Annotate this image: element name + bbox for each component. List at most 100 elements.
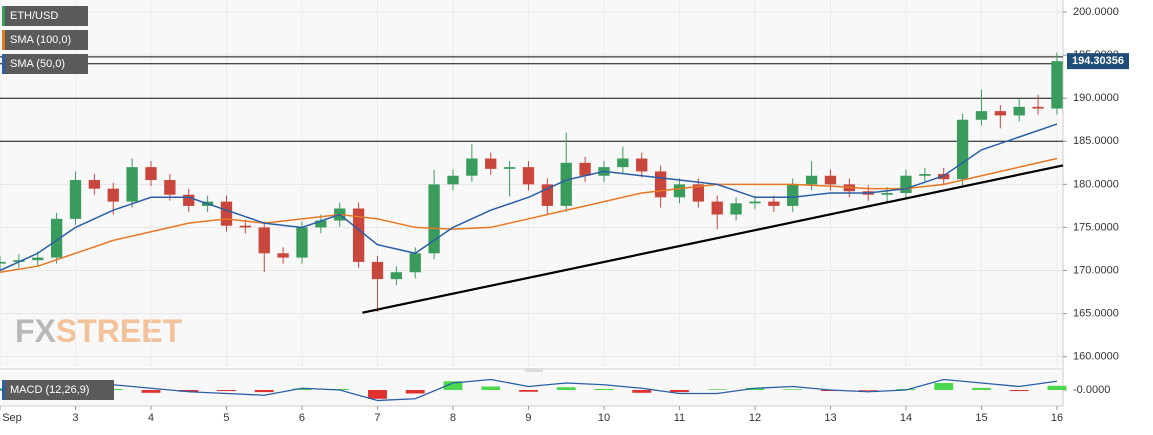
macd-bar bbox=[670, 390, 689, 393]
candle-body bbox=[522, 167, 535, 185]
macd-bar bbox=[481, 386, 501, 390]
legend-swatch bbox=[2, 380, 5, 400]
candle-body bbox=[107, 188, 119, 202]
candle-body bbox=[390, 272, 403, 280]
candle-body bbox=[673, 184, 686, 198]
candle-body bbox=[956, 119, 969, 180]
candle-body bbox=[654, 171, 667, 198]
candle-body bbox=[220, 201, 233, 226]
candle-body bbox=[560, 162, 572, 206]
candle-body bbox=[711, 201, 723, 215]
macd-bar bbox=[934, 383, 954, 390]
logo: FXSTREET bbox=[15, 313, 183, 349]
x-tick-label: 11 bbox=[674, 412, 685, 424]
candle-body bbox=[296, 227, 308, 258]
panel-handle[interactable] bbox=[525, 368, 543, 372]
y-tick-label: 165.0000 bbox=[1073, 307, 1119, 319]
candle-body bbox=[768, 201, 780, 206]
legend-label: SMA (100,0) bbox=[10, 34, 71, 46]
candle-body bbox=[881, 192, 893, 195]
macd-bar bbox=[292, 388, 312, 390]
y-tick-label: 185.0000 bbox=[1073, 135, 1119, 147]
macd-bar bbox=[972, 387, 991, 390]
y-tick-label: 180.0000 bbox=[1073, 178, 1119, 190]
macd-bar bbox=[179, 390, 199, 392]
candle-body bbox=[541, 184, 554, 206]
candle-body bbox=[636, 158, 648, 172]
legend-swatch bbox=[2, 30, 5, 50]
candle-body bbox=[617, 158, 629, 168]
candle-body bbox=[13, 260, 25, 262]
candle-body bbox=[730, 203, 742, 215]
price-tag bbox=[1067, 53, 1129, 70]
macd-bar bbox=[519, 390, 538, 392]
macd-bar bbox=[707, 389, 727, 390]
macd-bar bbox=[745, 387, 765, 390]
x-tick-label: 7 bbox=[374, 412, 380, 424]
logo-part: FX bbox=[15, 313, 57, 349]
macd-bar bbox=[405, 390, 425, 394]
candle-body bbox=[1013, 106, 1025, 116]
sma-line bbox=[0, 123, 1058, 272]
candle-body bbox=[447, 175, 459, 185]
legend-swatch bbox=[2, 54, 5, 74]
logo-part: STREET bbox=[56, 313, 183, 349]
candle-body bbox=[352, 208, 365, 262]
macd-bar bbox=[783, 389, 803, 390]
x-tick-label: 16 bbox=[1051, 412, 1063, 424]
candle-body bbox=[919, 174, 931, 176]
candle-body bbox=[1051, 61, 1063, 109]
macd-bg bbox=[0, 372, 1063, 406]
x-tick-label: 8 bbox=[450, 412, 456, 424]
candle-body bbox=[183, 194, 195, 206]
candle-body bbox=[32, 257, 44, 261]
candle-body bbox=[239, 225, 252, 228]
legend-box bbox=[2, 54, 88, 74]
candle-body bbox=[579, 162, 591, 176]
candle-body bbox=[805, 175, 818, 185]
x-tick-label: 5 bbox=[223, 412, 229, 424]
candle-body bbox=[503, 167, 516, 169]
candle-body bbox=[50, 218, 63, 258]
candle-body bbox=[371, 261, 384, 280]
candle-body bbox=[88, 180, 101, 189]
macd-bar bbox=[632, 390, 652, 393]
candle-body bbox=[126, 167, 138, 202]
legend-label: MACD (12,26,9) bbox=[10, 384, 89, 396]
x-tick-label: Sep bbox=[2, 412, 22, 424]
candle-body bbox=[258, 227, 270, 254]
x-tick-label: 12 bbox=[749, 412, 761, 424]
macd-bar bbox=[141, 390, 161, 393]
candle-body bbox=[409, 253, 421, 273]
candle-body bbox=[900, 175, 912, 193]
candle-body bbox=[749, 201, 761, 204]
candle-body bbox=[145, 167, 157, 181]
macd-bar bbox=[1009, 390, 1029, 392]
y-tick-label: 170.0000 bbox=[1073, 264, 1119, 276]
legend-label: ETH/USD bbox=[10, 10, 58, 22]
candle-body bbox=[1032, 106, 1044, 109]
y-tick-label: -0.0000 bbox=[1073, 384, 1110, 396]
y-tick-label: 190.0000 bbox=[1073, 92, 1119, 104]
legend-box bbox=[2, 6, 88, 26]
candle-body bbox=[277, 253, 289, 258]
candle-body bbox=[692, 184, 705, 202]
legend-label: SMA (50,0) bbox=[10, 58, 65, 70]
price-tag-label: 194.30356 bbox=[1072, 55, 1124, 67]
macd-bar bbox=[556, 387, 576, 390]
x-tick-label: 6 bbox=[299, 412, 305, 424]
y-tick-label: 200.0000 bbox=[1073, 6, 1119, 18]
candle-body bbox=[485, 158, 497, 169]
x-tick-label: 13 bbox=[824, 412, 836, 424]
candle-body bbox=[938, 174, 950, 180]
legend-box bbox=[2, 30, 88, 50]
macd-bar bbox=[1047, 385, 1067, 390]
candle-body bbox=[164, 180, 176, 195]
macd-bar bbox=[443, 381, 463, 390]
x-tick-label: 3 bbox=[72, 412, 78, 424]
x-tick-label: 14 bbox=[900, 412, 912, 424]
y-tick-label: 160.0000 bbox=[1073, 351, 1119, 363]
candle-body bbox=[466, 158, 478, 176]
sma-line bbox=[0, 157, 1058, 273]
